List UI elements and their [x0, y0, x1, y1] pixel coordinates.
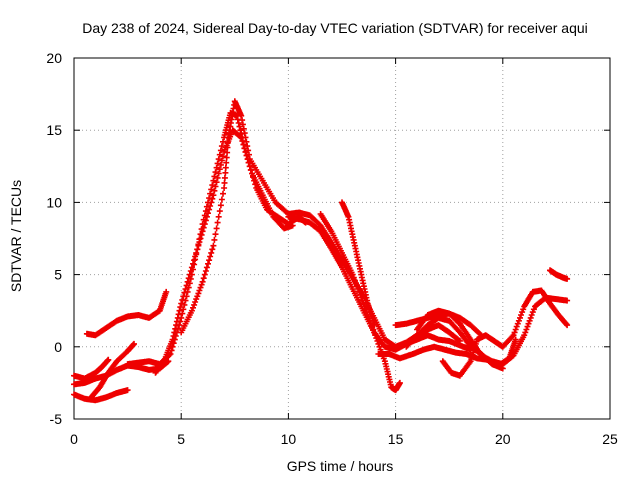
data-marks: [71, 98, 571, 404]
series-arc-7: [152, 127, 296, 376]
x-tick-label: 5: [177, 431, 185, 447]
plus-markers: [124, 109, 309, 368]
x-tick-label: 25: [602, 431, 618, 447]
series-arc-16: [439, 287, 571, 379]
plus-markers: [285, 213, 403, 394]
y-axis: -5 0 5 10 15 20: [46, 50, 62, 427]
plot-frame: [73, 57, 611, 420]
plus-markers: [71, 387, 131, 404]
plus-markers: [83, 288, 170, 339]
plus-markers: [439, 287, 571, 379]
plus-markers: [71, 356, 112, 382]
series-arc-1: [71, 387, 131, 404]
x-tick-label: 10: [281, 431, 297, 447]
y-tick-label: -5: [50, 411, 63, 427]
plus-markers: [178, 98, 463, 350]
x-axis-label: GPS time / hours: [287, 458, 394, 474]
x-tick-label: 20: [495, 431, 511, 447]
series-arc-15: [414, 294, 571, 368]
y-axis-label: SDTVAR / TECUs: [8, 180, 24, 292]
series-arc-6: [124, 109, 309, 368]
y-tick-label: 10: [46, 194, 62, 210]
y-tick-label: 20: [46, 50, 62, 66]
x-tick-label: 0: [70, 431, 78, 447]
series-arc-5: [88, 340, 137, 401]
plus-markers: [414, 294, 571, 368]
series-arc-9: [285, 213, 403, 394]
x-axis: 0 5 10 15 20 25: [70, 431, 618, 447]
series-arc-4: [83, 288, 170, 339]
x-tick-label: 15: [388, 431, 404, 447]
series-arc-3: [71, 356, 112, 382]
series-arc-11: [339, 199, 378, 329]
plus-markers: [88, 340, 137, 401]
y-tick-label: 5: [54, 267, 62, 283]
plus-markers: [152, 127, 296, 376]
y-tick-label: 0: [54, 339, 62, 355]
plus-markers: [339, 199, 378, 329]
y-tick-label: 15: [46, 122, 62, 138]
series-arc-8: [178, 98, 463, 350]
chart-title: Day 238 of 2024, Sidereal Day-to-day VTE…: [82, 20, 588, 36]
plus-markers: [547, 267, 571, 282]
series-arc-17: [547, 267, 571, 282]
